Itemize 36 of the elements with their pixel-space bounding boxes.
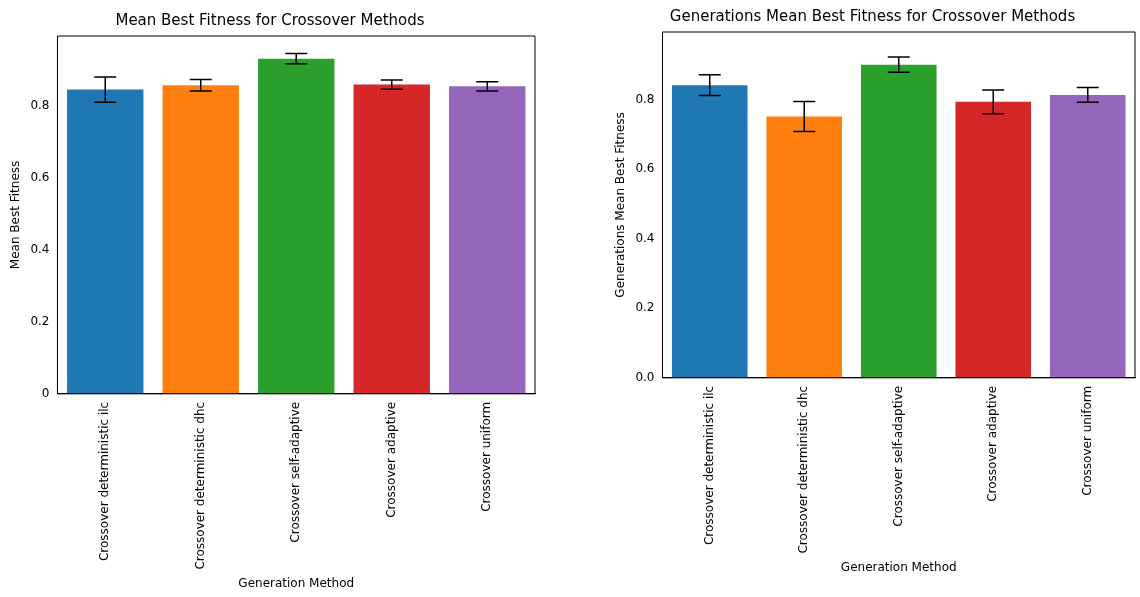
- bar: [353, 84, 430, 394]
- y-tick-label: 0: [41, 385, 50, 400]
- y-axis-title: Mean Best Fitness: [8, 160, 23, 270]
- x-tick-label: Crossover deterministic dhc: [796, 385, 811, 554]
- bar: [258, 58, 335, 394]
- chart-title: Generations Mean Best Fitness for Crossover Methods: [669, 6, 1076, 25]
- bar: [162, 85, 239, 394]
- bar: [955, 101, 1032, 378]
- y-tick-label: 0.8: [635, 91, 655, 106]
- chart-title: Mean Best Fitness for Crossover Methods: [115, 10, 425, 29]
- y-tick-label: 0.4: [30, 242, 50, 257]
- x-tick-label: Crossover deterministic ilc: [701, 385, 716, 546]
- y-tick-label: 0.6: [30, 170, 50, 185]
- bar: [67, 89, 144, 394]
- y-tick-label: 0.2: [635, 300, 655, 315]
- x-axis-title: Generation Method: [840, 559, 957, 574]
- x-tick-label: Crossover uniform: [1079, 385, 1094, 496]
- bar: [449, 86, 526, 394]
- x-tick-label: Crossover adaptive: [383, 401, 398, 518]
- x-tick-label: Crossover self-adaptive: [890, 385, 905, 527]
- y-tick-label: 0.6: [635, 161, 655, 176]
- y-tick-label: 0.2: [30, 314, 50, 329]
- y-tick-label: 0.0: [635, 369, 655, 384]
- x-tick-label: Crossover deterministic ilc: [97, 401, 112, 562]
- x-tick-label: Crossover adaptive: [985, 385, 1000, 502]
- bar: [766, 116, 843, 378]
- y-axis-title: Generations Mean Best Fitness: [613, 112, 628, 298]
- x-tick-label: Crossover uniform: [479, 401, 494, 512]
- bar: [671, 85, 748, 378]
- x-tick-label: Crossover deterministic dhc: [192, 401, 207, 570]
- x-tick-label: Crossover self-adaptive: [288, 401, 303, 543]
- x-axis-title: Generation Method: [238, 575, 355, 590]
- bar: [1049, 94, 1126, 378]
- y-tick-label: 0.4: [635, 230, 655, 245]
- bar: [860, 64, 937, 378]
- y-tick-label: 0.8: [30, 98, 50, 113]
